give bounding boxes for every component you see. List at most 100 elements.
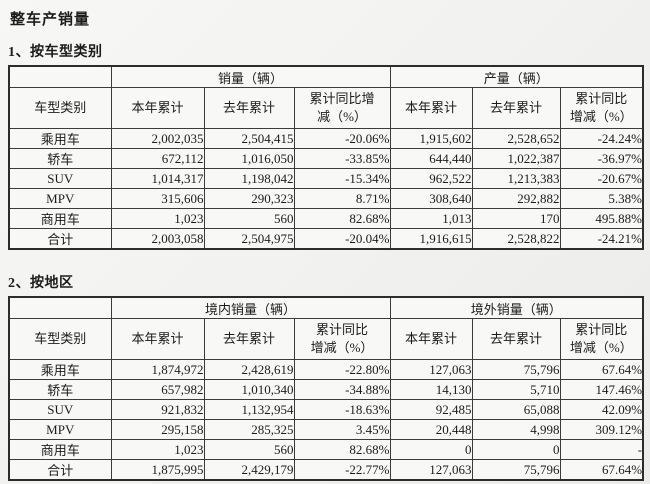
value-cell: 657,982 — [110, 379, 205, 400]
table-row: 轿车 672,112 1,016,050 -33.85% 644,440 1,0… — [8, 148, 644, 169]
table-row: 乘用车 2,002,035 2,504,415 -20.06% 1,915,60… — [8, 128, 644, 149]
table-row: 合计 1,875,995 2,429,179 -22.77% 127,063 7… — [8, 459, 644, 481]
value-cell: 170 — [471, 208, 561, 229]
table-by-vehicle-type: 销量（辆） 产量（辆） 车型类别 本年累计 去年累计 累计同比增 减（%） 本年… — [8, 65, 645, 250]
pct-cell: 3.45% — [293, 419, 391, 440]
value-cell: 0 — [471, 439, 561, 460]
value-cell: 4,998 — [471, 419, 561, 440]
value-cell: 1,198,042 — [203, 168, 295, 189]
value-cell: 2,003,058 — [110, 228, 205, 250]
pct-cell: -20.06% — [293, 128, 391, 149]
pct-cell: 67.64% — [559, 359, 644, 380]
value-cell: 962,522 — [389, 168, 473, 189]
value-cell: 1,132,954 — [203, 399, 295, 420]
value-cell: 308,640 — [389, 188, 473, 209]
domestic-ytd-header: 本年累计 — [110, 318, 205, 360]
overseas-sales-group-header: 境外销量（辆） — [389, 296, 644, 319]
value-cell: 285,325 — [203, 419, 295, 440]
value-cell: 1,022,387 — [471, 148, 561, 169]
value-cell: 1,213,383 — [471, 168, 561, 189]
section-1-title: 1、按车型类别 — [8, 45, 103, 60]
value-cell: 14,130 — [389, 379, 473, 400]
value-cell: 20,448 — [389, 419, 473, 440]
value-cell: 560 — [203, 208, 295, 229]
production-ytd-header: 本年累计 — [389, 87, 473, 129]
value-cell: 2,528,652 — [471, 128, 561, 149]
value-cell: 560 — [203, 439, 295, 460]
pct-cell: 5.38% — [559, 188, 644, 209]
table-row: 轿车 657,982 1,010,340 -34.88% 14,130 5,71… — [8, 379, 644, 400]
value-cell: 92,485 — [389, 399, 473, 420]
section-2-title: 2、按地区 — [8, 276, 74, 291]
value-cell: 75,796 — [471, 459, 561, 481]
table-by-region: 境内销量（辆） 境外销量（辆） 车型类别 本年累计 去年累计 累计同比 增减（%… — [8, 296, 645, 481]
category-column-header: 车型类别 — [8, 87, 112, 129]
category-cell: 合计 — [8, 459, 112, 481]
corner-cell — [8, 65, 112, 88]
value-cell: 1,010,340 — [203, 379, 295, 400]
sub-header-row: 车型类别 本年累计 去年累计 累计同比 增减（%） 本年累计 去年累计 累计同比… — [8, 318, 644, 360]
value-cell: 2,429,179 — [203, 459, 295, 481]
group-header-row: 境内销量（辆） 境外销量（辆） — [8, 296, 644, 319]
pct-cell: -36.97% — [559, 148, 644, 169]
value-cell: 5,710 — [471, 379, 561, 400]
pct-cell: -34.88% — [293, 379, 391, 400]
category-cell: SUV — [8, 399, 112, 420]
production-last-year-header: 去年累计 — [471, 87, 561, 129]
sales-yoy-header: 累计同比增 减（%） — [293, 87, 391, 129]
value-cell: 1,023 — [110, 208, 205, 229]
category-cell: 乘用车 — [8, 359, 112, 380]
value-cell: 644,440 — [389, 148, 473, 169]
value-cell: 2,504,975 — [203, 228, 295, 250]
table-row: MPV 295,158 285,325 3.45% 20,448 4,998 3… — [8, 419, 644, 440]
corner-cell — [8, 296, 112, 319]
table-row: 乘用车 1,874,972 2,428,619 -22.80% 127,063 … — [8, 359, 644, 380]
value-cell: 2,002,035 — [110, 128, 205, 149]
domestic-last-year-header: 去年累计 — [203, 318, 295, 360]
value-cell: 2,504,415 — [203, 128, 295, 149]
pct-cell: 67.64% — [559, 459, 644, 481]
table-row: MPV 315,606 290,323 8.71% 308,640 292,88… — [8, 188, 644, 209]
table-row: 合计 2,003,058 2,504,975 -20.04% 1,916,615… — [8, 228, 644, 250]
pct-cell: -15.34% — [293, 168, 391, 189]
pct-cell: - — [559, 439, 644, 460]
pct-cell: 495.88% — [559, 208, 644, 229]
domestic-yoy-header: 累计同比 增减（%） — [293, 318, 391, 360]
overseas-last-year-header: 去年累计 — [471, 318, 561, 360]
overseas-yoy-header: 累计同比 增减（%） — [559, 318, 644, 360]
pct-cell: -18.63% — [293, 399, 391, 420]
overseas-ytd-header: 本年累计 — [389, 318, 473, 360]
value-cell: 1,016,050 — [203, 148, 295, 169]
category-cell: MPV — [8, 419, 112, 440]
category-cell: 乘用车 — [8, 128, 112, 149]
value-cell: 292,882 — [471, 188, 561, 209]
page-title: 整车产销量 — [10, 12, 91, 28]
pct-cell: -22.80% — [293, 359, 391, 380]
pct-cell: -22.77% — [293, 459, 391, 481]
pct-cell: -20.67% — [559, 168, 644, 189]
production-group-header: 产量（辆） — [389, 65, 644, 88]
sales-last-year-header: 去年累计 — [203, 87, 295, 129]
value-cell: 1,875,995 — [110, 459, 205, 481]
value-cell: 672,112 — [110, 148, 205, 169]
group-header-row: 销量（辆） 产量（辆） — [8, 65, 644, 88]
value-cell: 0 — [389, 439, 473, 460]
value-cell: 2,528,822 — [471, 228, 561, 250]
sub-header-row: 车型类别 本年累计 去年累计 累计同比增 减（%） 本年累计 去年累计 累计同比… — [8, 87, 644, 129]
value-cell: 127,063 — [389, 459, 473, 481]
domestic-sales-group-header: 境内销量（辆） — [110, 296, 391, 319]
table-row: 商用车 1,023 560 82.68% 0 0 - — [8, 439, 644, 460]
category-cell: 商用车 — [8, 439, 112, 460]
pct-cell: 42.09% — [559, 399, 644, 420]
value-cell: 295,158 — [110, 419, 205, 440]
category-cell: 轿车 — [8, 148, 112, 169]
category-cell: SUV — [8, 168, 112, 189]
value-cell: 1,916,615 — [389, 228, 473, 250]
value-cell: 127,063 — [389, 359, 473, 380]
value-cell: 1,023 — [110, 439, 205, 460]
category-column-header: 车型类别 — [8, 318, 112, 360]
pct-cell: 82.68% — [293, 208, 391, 229]
category-cell: MPV — [8, 188, 112, 209]
production-yoy-header: 累计同比 增减（%） — [559, 87, 644, 129]
